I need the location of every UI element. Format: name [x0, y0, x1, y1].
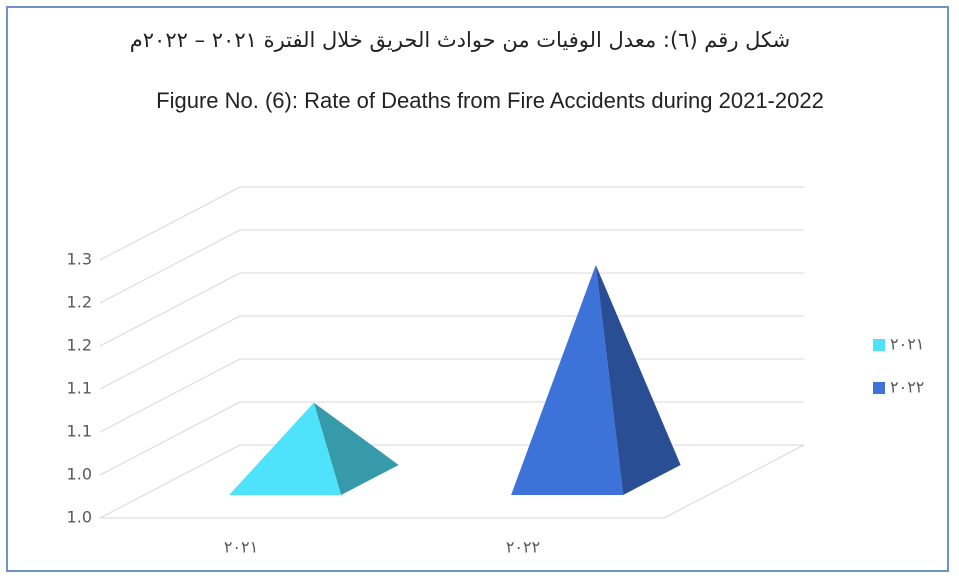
y-tick-label: 1.3	[67, 250, 92, 269]
x-tick-label: ٢٠٢١	[224, 538, 258, 557]
x-tick-label: ٢٠٢٢	[506, 538, 540, 557]
legend-label: ٢٠٢٢	[890, 378, 924, 397]
grid-line-side	[99, 272, 241, 347]
pyramid-front	[511, 265, 624, 496]
grid-line-side	[99, 444, 241, 519]
grid-line-side	[99, 401, 241, 476]
legend-label: ٢٠٢١	[890, 335, 924, 354]
chart-title-arabic: شكل رقم (٦): معدل الوفيات من حوادث الحري…	[129, 28, 791, 52]
floor-side	[663, 444, 805, 519]
grid-line-side	[99, 315, 241, 390]
pyramid	[511, 265, 681, 496]
y-tick-label: 1.1	[67, 379, 92, 398]
y-tick-label: 1.0	[67, 465, 92, 484]
y-tick-label: 1.0	[67, 508, 92, 527]
pyramid-side	[313, 402, 399, 496]
grid-line-side	[99, 358, 241, 433]
chart-title: Figure No. (6): Rate of Deaths from Fire…	[156, 88, 824, 113]
chart-frame	[6, 6, 949, 572]
y-tick-label: 1.2	[67, 293, 92, 312]
y-tick-label: 1.2	[67, 336, 92, 355]
pyramid-side	[595, 265, 681, 496]
grid-line-side	[99, 186, 241, 261]
legend-swatch	[873, 339, 885, 351]
y-tick-label: 1.1	[67, 422, 92, 441]
pyramid	[229, 402, 399, 496]
legend-swatch	[873, 382, 885, 394]
pyramid-front	[229, 402, 342, 496]
grid-line-side	[99, 229, 241, 304]
